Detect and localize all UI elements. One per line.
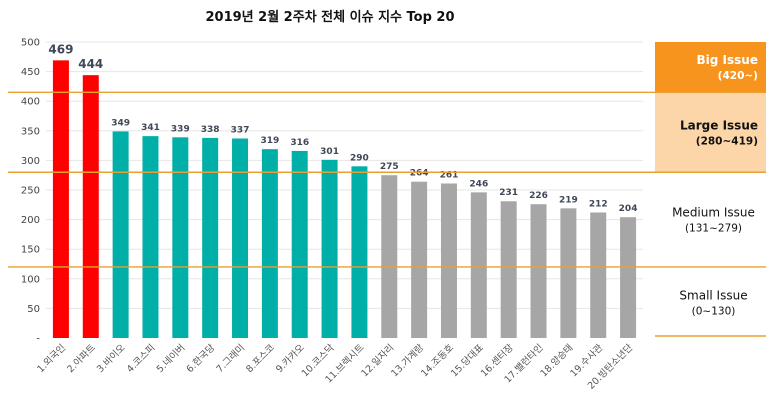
- bars: [52, 60, 637, 339]
- threshold-lines: [8, 91, 766, 337]
- bar: [500, 201, 517, 338]
- value-label: 341: [141, 123, 160, 133]
- bar: [351, 166, 368, 338]
- bar: [560, 208, 577, 338]
- x-tick-label: 3.바이오: [95, 342, 128, 375]
- issue-band: [655, 172, 766, 267]
- y-tick-label: 50: [27, 304, 40, 315]
- value-label: 246: [469, 179, 488, 189]
- bar: [470, 192, 487, 338]
- band-name: Medium Issue: [672, 206, 755, 220]
- value-label: 275: [380, 162, 399, 172]
- bar: [112, 131, 129, 338]
- bar: [232, 138, 249, 338]
- value-label: 212: [589, 199, 608, 209]
- y-axis: - 50 100 150 200 250 300 350 400 450 500: [21, 38, 40, 345]
- value-label: 231: [499, 188, 518, 198]
- value-labels: 469 444 349 341 339 338 337 319 316 301 290 275 264 2…: [48, 42, 637, 214]
- bar: [202, 137, 219, 338]
- band-name: Small Issue: [679, 288, 747, 302]
- band-name: Big Issue: [697, 53, 758, 67]
- x-tick-label: 5.네이버: [155, 342, 188, 375]
- value-label: 338: [201, 125, 220, 135]
- x-axis-labels: 1.외국인2.아파트3.바이오4.코스피5.네이버6.한국당7.그래미8.포스코…: [35, 341, 636, 391]
- issue-band: [655, 42, 766, 93]
- issue-band: [655, 266, 766, 338]
- y-tick-label: 500: [21, 38, 40, 49]
- y-tick-label: 450: [21, 67, 40, 78]
- value-label: 219: [559, 195, 578, 205]
- bar: [261, 149, 278, 338]
- band-range: (131~279): [685, 223, 742, 235]
- bar: [291, 150, 308, 338]
- gridlines: [46, 41, 643, 309]
- band-range: (280~419): [696, 135, 758, 147]
- value-label: 319: [260, 136, 279, 146]
- value-label: 339: [171, 124, 190, 134]
- bar: [381, 175, 398, 338]
- value-label: 349: [111, 118, 130, 128]
- x-tick-label: 2.아파트: [65, 342, 98, 375]
- y-tick-label: 300: [21, 156, 40, 167]
- band-range: (420~): [718, 70, 758, 82]
- bar: [590, 212, 607, 338]
- bar: [142, 136, 159, 338]
- bar: [620, 217, 637, 338]
- band-range: (0~130): [692, 305, 736, 317]
- bar: [411, 181, 428, 338]
- x-tick-label: 4.코스피: [125, 342, 158, 375]
- value-label: 261: [440, 170, 459, 180]
- x-tick-label: 7.그래미: [214, 342, 247, 375]
- bar: [321, 159, 338, 338]
- x-tick-label: 8.포스코: [244, 342, 277, 375]
- band-name: Large Issue: [680, 118, 758, 132]
- chart-title: 2019년 2월 2주차 전체 이슈 지수 Top 20: [205, 9, 454, 25]
- value-label: 337: [231, 125, 250, 135]
- value-label: 204: [619, 204, 638, 214]
- y-tick-label: 150: [21, 245, 40, 256]
- y-tick-label: 400: [21, 97, 40, 108]
- issue-bands: Big Issue (420~) Large Issue (280~419) Mediu…: [655, 42, 766, 338]
- value-label: 444: [78, 57, 103, 71]
- value-label: 226: [529, 191, 548, 201]
- value-label: 301: [320, 147, 339, 157]
- bar: [52, 60, 69, 339]
- bar: [82, 75, 99, 338]
- y-tick-label: 200: [21, 215, 40, 226]
- value-label: 469: [48, 42, 73, 56]
- y-tick-label: 350: [21, 126, 40, 137]
- bar: [530, 204, 547, 338]
- x-tick-label: 6.한국당: [185, 342, 218, 375]
- bar: [440, 183, 457, 338]
- y-tick-label: 250: [21, 186, 40, 197]
- x-tick-label: 1.외국인: [35, 342, 68, 375]
- y-tick-label: -: [36, 334, 40, 345]
- value-label: 290: [350, 153, 369, 163]
- value-label: 316: [290, 138, 309, 148]
- bar: [172, 137, 189, 338]
- issue-band: [655, 92, 766, 173]
- value-label: 264: [410, 169, 429, 179]
- y-tick-label: 100: [21, 274, 40, 285]
